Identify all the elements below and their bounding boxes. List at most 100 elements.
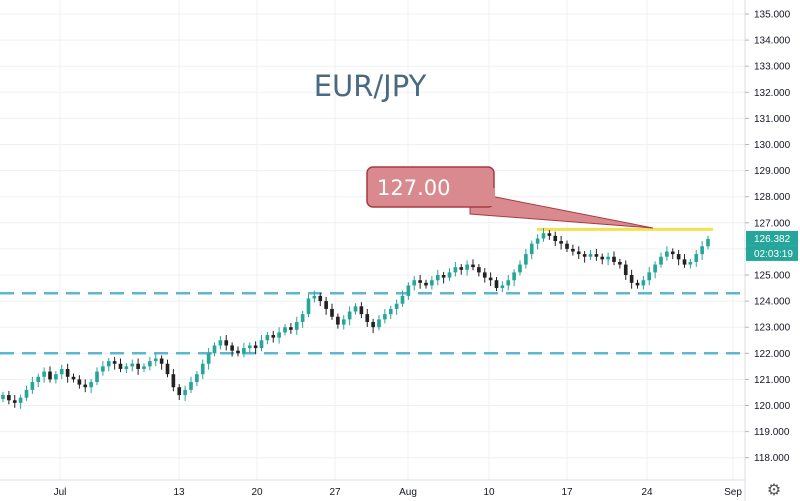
candle	[289, 323, 293, 334]
candle	[465, 260, 469, 276]
candle	[195, 371, 199, 387]
time-tick-label: 10	[483, 487, 495, 498]
candle	[576, 246, 581, 260]
candle	[529, 240, 534, 260]
candle	[588, 249, 593, 260]
symbol-title: EUR/JPY	[314, 69, 427, 103]
price-tick-label: 131.000	[754, 114, 791, 125]
candle	[500, 281, 505, 293]
candle	[582, 250, 587, 263]
candle	[89, 378, 93, 394]
candle	[647, 267, 652, 286]
last-price-box	[746, 230, 798, 246]
candle	[471, 259, 475, 271]
candle	[430, 276, 434, 290]
price-tick-label: 120.000	[754, 401, 791, 412]
time-axis[interactable]: Jul 13 20 27 Aug 10 17 24 Sep	[54, 487, 743, 498]
candle	[559, 235, 563, 250]
candle	[54, 371, 58, 384]
candle	[565, 240, 569, 253]
price-tick-label: 128.000	[754, 192, 791, 203]
candle	[635, 279, 640, 289]
candle	[641, 276, 646, 290]
candle	[189, 376, 193, 393]
candle	[136, 358, 140, 375]
candle	[459, 264, 464, 275]
candle	[83, 379, 88, 393]
candle	[694, 249, 699, 267]
candle	[259, 335, 264, 352]
price-callout[interactable]: 127.00	[366, 166, 654, 229]
candle	[524, 248, 528, 269]
candle	[118, 358, 123, 373]
price-tick-label: 119.000	[754, 427, 790, 438]
candle	[571, 244, 575, 256]
time-tick-label: 24	[641, 487, 653, 498]
callout-joint	[474, 188, 495, 206]
candle	[30, 376, 35, 394]
candle	[124, 363, 129, 374]
candle	[347, 306, 352, 326]
candle	[212, 342, 217, 357]
candle	[494, 277, 499, 292]
last-price-label: 126.382	[754, 234, 791, 245]
candle	[359, 302, 364, 319]
candle	[453, 261, 458, 277]
candle	[18, 394, 23, 409]
candle	[388, 305, 393, 320]
candle	[336, 313, 340, 329]
candle	[688, 258, 693, 269]
gear-icon[interactable]: ⚙	[766, 480, 782, 499]
candle	[247, 342, 252, 354]
candle	[488, 272, 493, 287]
candle	[112, 356, 117, 370]
candle	[676, 249, 681, 266]
price-tick-label: 134.000	[754, 36, 791, 47]
price-tick-label: 123.000	[754, 323, 791, 334]
candle	[130, 359, 135, 372]
candle	[612, 251, 616, 266]
callout-box	[366, 166, 495, 208]
candle	[594, 248, 599, 261]
candle	[318, 292, 323, 307]
candle	[300, 311, 305, 328]
candle	[365, 308, 370, 327]
candle	[371, 318, 375, 334]
candle	[206, 348, 211, 370]
candle	[253, 341, 258, 354]
candle	[106, 357, 111, 372]
time-tick-label: Jul	[54, 487, 67, 498]
candle	[159, 355, 164, 370]
candle	[506, 275, 511, 291]
candle	[518, 260, 522, 276]
candle	[477, 264, 481, 277]
candle	[218, 336, 223, 350]
candle	[553, 231, 558, 247]
price-tick-label: 132.000	[754, 88, 791, 99]
candle	[265, 331, 270, 345]
candle	[277, 327, 281, 344]
candle	[24, 385, 29, 401]
candle	[341, 315, 346, 330]
level-lines	[0, 227, 745, 355]
price-tick-label: 122.000	[754, 349, 791, 360]
candle	[36, 373, 41, 387]
time-tick-label: 20	[251, 487, 263, 498]
candle	[12, 395, 17, 408]
candle	[665, 246, 669, 261]
candle	[400, 290, 405, 307]
price-tick-label: 121.000	[754, 375, 791, 386]
candle	[42, 367, 46, 383]
candle	[48, 366, 52, 383]
price-tick-label: 129.000	[754, 166, 791, 177]
candle	[171, 368, 176, 392]
candle	[377, 315, 381, 331]
candle	[283, 324, 287, 336]
candle	[441, 271, 446, 284]
price-tick-label: 118.000	[754, 453, 790, 464]
candle	[541, 228, 546, 242]
time-tick-label: 27	[329, 487, 341, 498]
candle	[65, 363, 70, 383]
candle	[418, 275, 422, 289]
